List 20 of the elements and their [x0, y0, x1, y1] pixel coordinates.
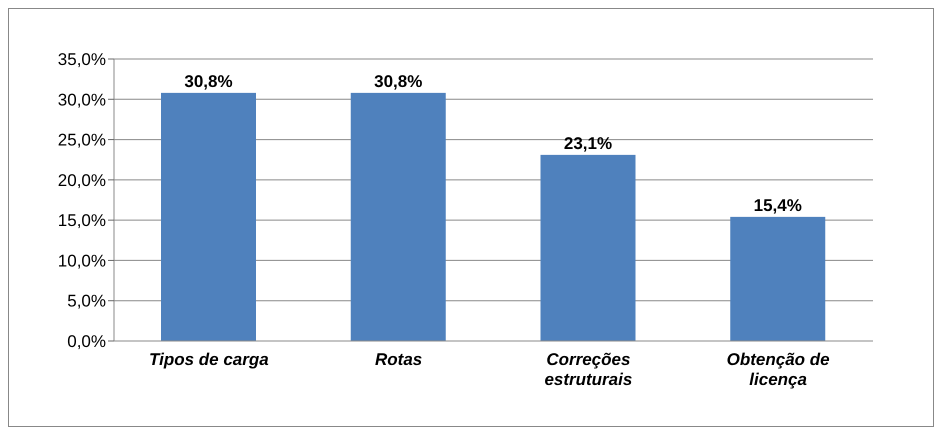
y-tick-label: 20,0% — [58, 170, 106, 190]
y-tick-label: 35,0% — [58, 50, 106, 70]
data-label: 23,1% — [564, 134, 612, 153]
x-tick-label: Obtenção de licença — [726, 350, 830, 389]
bar — [540, 154, 636, 341]
bar — [350, 92, 446, 341]
y-tick-label: 30,0% — [58, 90, 106, 110]
y-tick-label: 15,0% — [58, 211, 106, 230]
x-tick-label: Rotas — [375, 350, 422, 369]
y-tick-label: 0,0% — [67, 332, 106, 352]
data-label: 30,8% — [184, 72, 233, 91]
y-tick-label: 5,0% — [67, 292, 106, 311]
y-tick-label: 10,0% — [58, 251, 106, 270]
bar — [161, 92, 256, 341]
x-tick-label: Correções estruturais — [544, 350, 632, 389]
y-tick-label: 25,0% — [58, 130, 106, 150]
x-tick-label: Tipos de carga — [149, 350, 269, 369]
bar — [730, 216, 826, 341]
data-label: 15,4% — [754, 196, 802, 215]
data-label: 30,8% — [374, 72, 422, 91]
